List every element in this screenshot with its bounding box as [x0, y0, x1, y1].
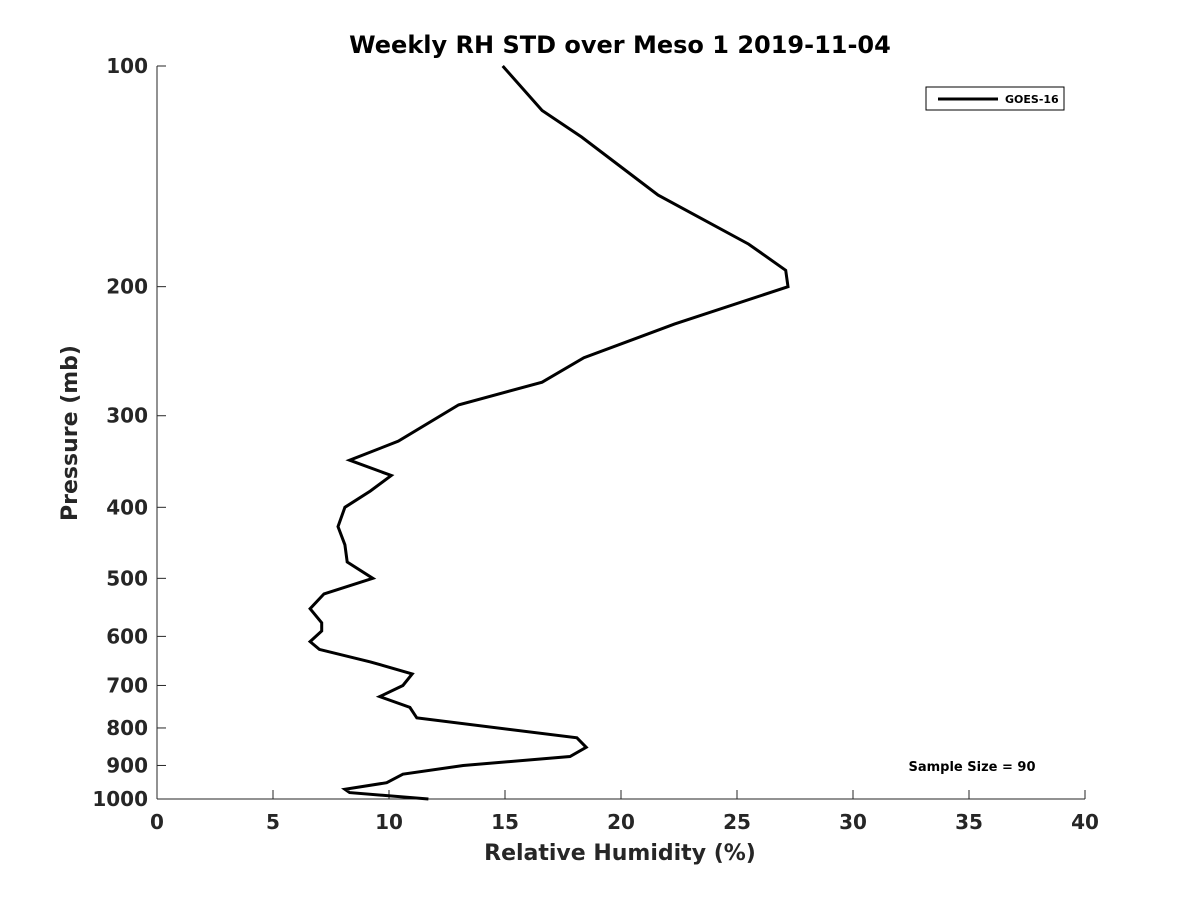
y-tick-label: 900 — [106, 753, 148, 777]
x-tick-label: 25 — [723, 810, 751, 834]
x-tick-label: 35 — [955, 810, 983, 834]
y-tick-label: 500 — [106, 566, 148, 590]
y-tick-label: 1000 — [92, 787, 148, 811]
x-tick-label: 30 — [839, 810, 867, 834]
x-tick-label: 20 — [607, 810, 635, 834]
series-line-goes-16 — [307, 65, 790, 801]
chart-title: Weekly RH STD over Meso 1 2019-11-04 — [349, 31, 891, 59]
y-tick-label: 400 — [106, 495, 148, 519]
y-tick-label: 100 — [106, 54, 148, 78]
y-tick-label: 300 — [106, 404, 148, 428]
y-axis-label: Pressure (mb) — [58, 345, 83, 521]
x-axis-ticks: 0 5 10 15 20 25 30 35 40 — [150, 790, 1099, 834]
y-tick-label: 200 — [106, 275, 148, 299]
y-tick-label: 600 — [106, 624, 148, 648]
x-axis-label: Relative Humidity (%) — [484, 841, 756, 866]
legend: GOES-16 — [925, 86, 1065, 111]
y-axis-ticks: 100 200 300 400 500 600 700 800 900 1000 — [92, 54, 166, 811]
legend-entry-goes-16: GOES-16 — [1005, 93, 1059, 106]
axes — [156, 66, 1085, 800]
series-layer — [307, 65, 790, 801]
x-tick-label: 15 — [491, 810, 519, 834]
y-tick-label: 700 — [106, 673, 148, 697]
x-tick-label: 40 — [1071, 810, 1099, 834]
x-tick-label: 10 — [375, 810, 403, 834]
x-tick-label: 0 — [150, 810, 164, 834]
y-tick-label: 800 — [106, 716, 148, 740]
sample-size-annotation: Sample Size = 90 — [908, 760, 1035, 775]
x-tick-label: 5 — [266, 810, 280, 834]
